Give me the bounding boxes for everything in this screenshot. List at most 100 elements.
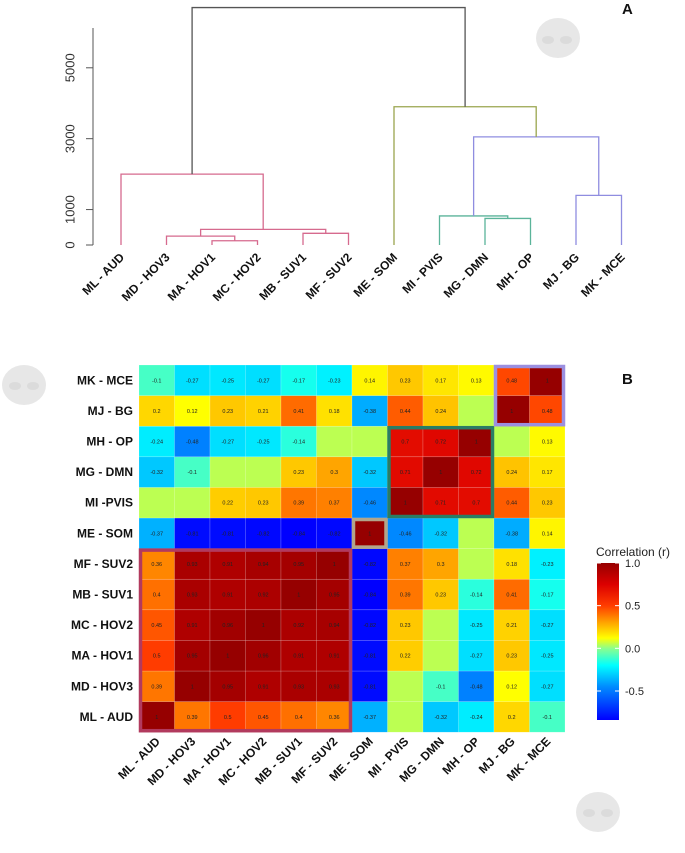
cell-value: 0.41: [506, 593, 517, 599]
heatmap-cell: [245, 517, 282, 549]
cell-value: 0.91: [258, 684, 269, 690]
x-axis-label: MH - OP: [439, 734, 482, 777]
cell-value: -0.23: [541, 562, 554, 568]
dendrogram-link: [302, 232, 350, 245]
heatmap-cell: [245, 395, 282, 427]
heatmap-cell: [209, 517, 246, 549]
heatmap-cell: [174, 364, 211, 396]
y-axis-label: ME - SOM: [77, 526, 133, 540]
cell-value: -0.27: [257, 378, 270, 384]
cell-value: 0.24: [506, 470, 517, 476]
leaf-label: MI - PVIS: [399, 250, 445, 296]
leaf-label: MH - OP: [494, 250, 537, 293]
cell-value: 0.36: [151, 562, 162, 568]
heatmap-cell: [138, 548, 175, 580]
cell-value: -0.25: [470, 623, 483, 629]
heatmap-cell: [529, 640, 566, 672]
heatmap-cell: [138, 425, 175, 458]
cell-value: 1: [475, 440, 478, 446]
cell-value: -0.17: [541, 593, 554, 599]
heatmap-cell: [280, 670, 317, 702]
cell-value: 0.14: [542, 531, 553, 537]
y-axis-label: MA - HOV1: [71, 649, 133, 663]
heatmap-cell: [209, 670, 246, 702]
heatmap-cell: [245, 670, 282, 702]
legend-tick-label: 1.0: [625, 558, 640, 570]
heatmap-cell: [422, 701, 459, 733]
cell-value: -0.14: [292, 440, 305, 446]
cell-value: 1: [155, 715, 158, 721]
heatmap-cell: [209, 425, 246, 458]
panel-label-b: B: [622, 371, 633, 388]
cell-value: 0.21: [506, 623, 517, 629]
cell-value: 0.48: [506, 378, 517, 384]
heatmap-cell: [245, 548, 282, 580]
cell-value: 0.22: [222, 501, 233, 507]
heatmap-cell: [209, 456, 246, 488]
cell-value: 0.23: [400, 623, 411, 629]
cell-value: 1: [510, 409, 513, 415]
cell-value: -0.81: [221, 531, 234, 537]
cell-value: 0.5: [224, 715, 232, 721]
heatmap-cell: [174, 395, 211, 427]
cell-value: -0.27: [470, 654, 483, 660]
monkey-head-icon: [536, 18, 580, 58]
cell-value: -0.38: [505, 531, 518, 537]
heatmap-cell: [458, 395, 495, 427]
cell-value: -0.25: [541, 654, 554, 660]
cluster-box: [387, 425, 495, 519]
heatmap-cell: [529, 609, 566, 641]
legend-tick-label: 0.5: [625, 601, 640, 613]
cell-value: 0.93: [187, 593, 198, 599]
y-axis-label: MH - OP: [86, 435, 133, 449]
dendrogram-link: [120, 173, 264, 245]
cell-value: 0.7: [472, 501, 480, 507]
cell-value: 0.94: [258, 562, 269, 568]
heatmap-cell: [209, 364, 246, 396]
leaf-label: MG - DMN: [441, 250, 491, 300]
heatmap-cell: [529, 395, 566, 427]
dendrogram-link: [438, 215, 509, 245]
cell-value: 0.93: [187, 562, 198, 568]
cell-value: -0.24: [470, 715, 483, 721]
leaf-label: ML - AUD: [80, 250, 128, 298]
cell-value: -0.27: [541, 684, 554, 690]
dendrogram-link: [211, 240, 259, 245]
cell-value: 1: [297, 593, 300, 599]
cell-value: -0.1: [543, 715, 552, 721]
cell-value: 1: [439, 470, 442, 476]
cell-value: 0.4: [153, 593, 161, 599]
heatmap-cell: [351, 609, 388, 641]
cell-value: 0.5: [153, 654, 161, 660]
cell-value: 0.3: [437, 562, 445, 568]
cell-value: 0.95: [293, 562, 304, 568]
cell-value: -0.82: [363, 562, 376, 568]
heatmap-cell: [351, 425, 388, 458]
cell-value: 0.2: [508, 715, 516, 721]
y-tick-label: 1000: [63, 195, 78, 224]
heatmap-cell: [422, 456, 459, 488]
legend-title: Correlation (r): [596, 545, 670, 559]
cell-value: 0.22: [400, 654, 411, 660]
panel-label-a: A: [622, 1, 633, 18]
cell-value: 0.39: [293, 501, 304, 507]
heatmap-cell: [280, 640, 317, 672]
cell-value: 0.44: [506, 501, 517, 507]
cell-value: 1: [368, 531, 371, 537]
heatmap-cell: [529, 670, 566, 702]
heatmap-cell: [351, 670, 388, 702]
heatmap-cell: [458, 487, 495, 519]
y-axis-label: MB - SUV1: [72, 588, 133, 602]
cell-value: 0.7: [401, 440, 409, 446]
leaf-label: ME - SOM: [351, 250, 400, 299]
heatmap-cell: [387, 487, 424, 519]
heatmap-cell: [174, 640, 211, 672]
cell-value: -0.14: [470, 593, 483, 599]
heatmap-cell: [280, 548, 317, 580]
cell-value: -0.46: [399, 531, 412, 537]
cell-value: -0.82: [328, 531, 341, 537]
cell-value: 0.45: [151, 623, 162, 629]
heatmap-cell: [316, 456, 353, 488]
cell-value: 1: [333, 562, 336, 568]
cell-value: 0.94: [329, 623, 340, 629]
